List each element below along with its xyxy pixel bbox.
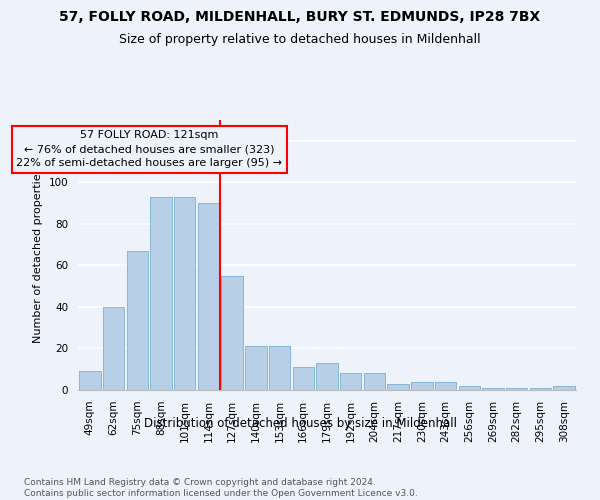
Bar — [530, 388, 551, 390]
Bar — [340, 374, 361, 390]
Bar — [388, 384, 409, 390]
Bar — [411, 382, 433, 390]
Text: 57 FOLLY ROAD: 121sqm
← 76% of detached houses are smaller (323)
22% of semi-det: 57 FOLLY ROAD: 121sqm ← 76% of detached … — [16, 130, 282, 168]
Bar — [458, 386, 480, 390]
Y-axis label: Number of detached properties: Number of detached properties — [33, 168, 43, 342]
Bar — [435, 382, 456, 390]
Bar — [174, 197, 196, 390]
Bar — [293, 367, 314, 390]
Bar — [269, 346, 290, 390]
Bar — [316, 363, 338, 390]
Text: Distribution of detached houses by size in Mildenhall: Distribution of detached houses by size … — [143, 418, 457, 430]
Bar — [79, 372, 101, 390]
Bar — [127, 251, 148, 390]
Bar — [198, 203, 219, 390]
Bar — [221, 276, 243, 390]
Bar — [245, 346, 266, 390]
Bar — [506, 388, 527, 390]
Bar — [553, 386, 575, 390]
Bar — [364, 374, 385, 390]
Bar — [103, 307, 124, 390]
Text: 57, FOLLY ROAD, MILDENHALL, BURY ST. EDMUNDS, IP28 7BX: 57, FOLLY ROAD, MILDENHALL, BURY ST. EDM… — [59, 10, 541, 24]
Text: Contains HM Land Registry data © Crown copyright and database right 2024.
Contai: Contains HM Land Registry data © Crown c… — [24, 478, 418, 498]
Text: Size of property relative to detached houses in Mildenhall: Size of property relative to detached ho… — [119, 32, 481, 46]
Bar — [151, 197, 172, 390]
Bar — [482, 388, 503, 390]
